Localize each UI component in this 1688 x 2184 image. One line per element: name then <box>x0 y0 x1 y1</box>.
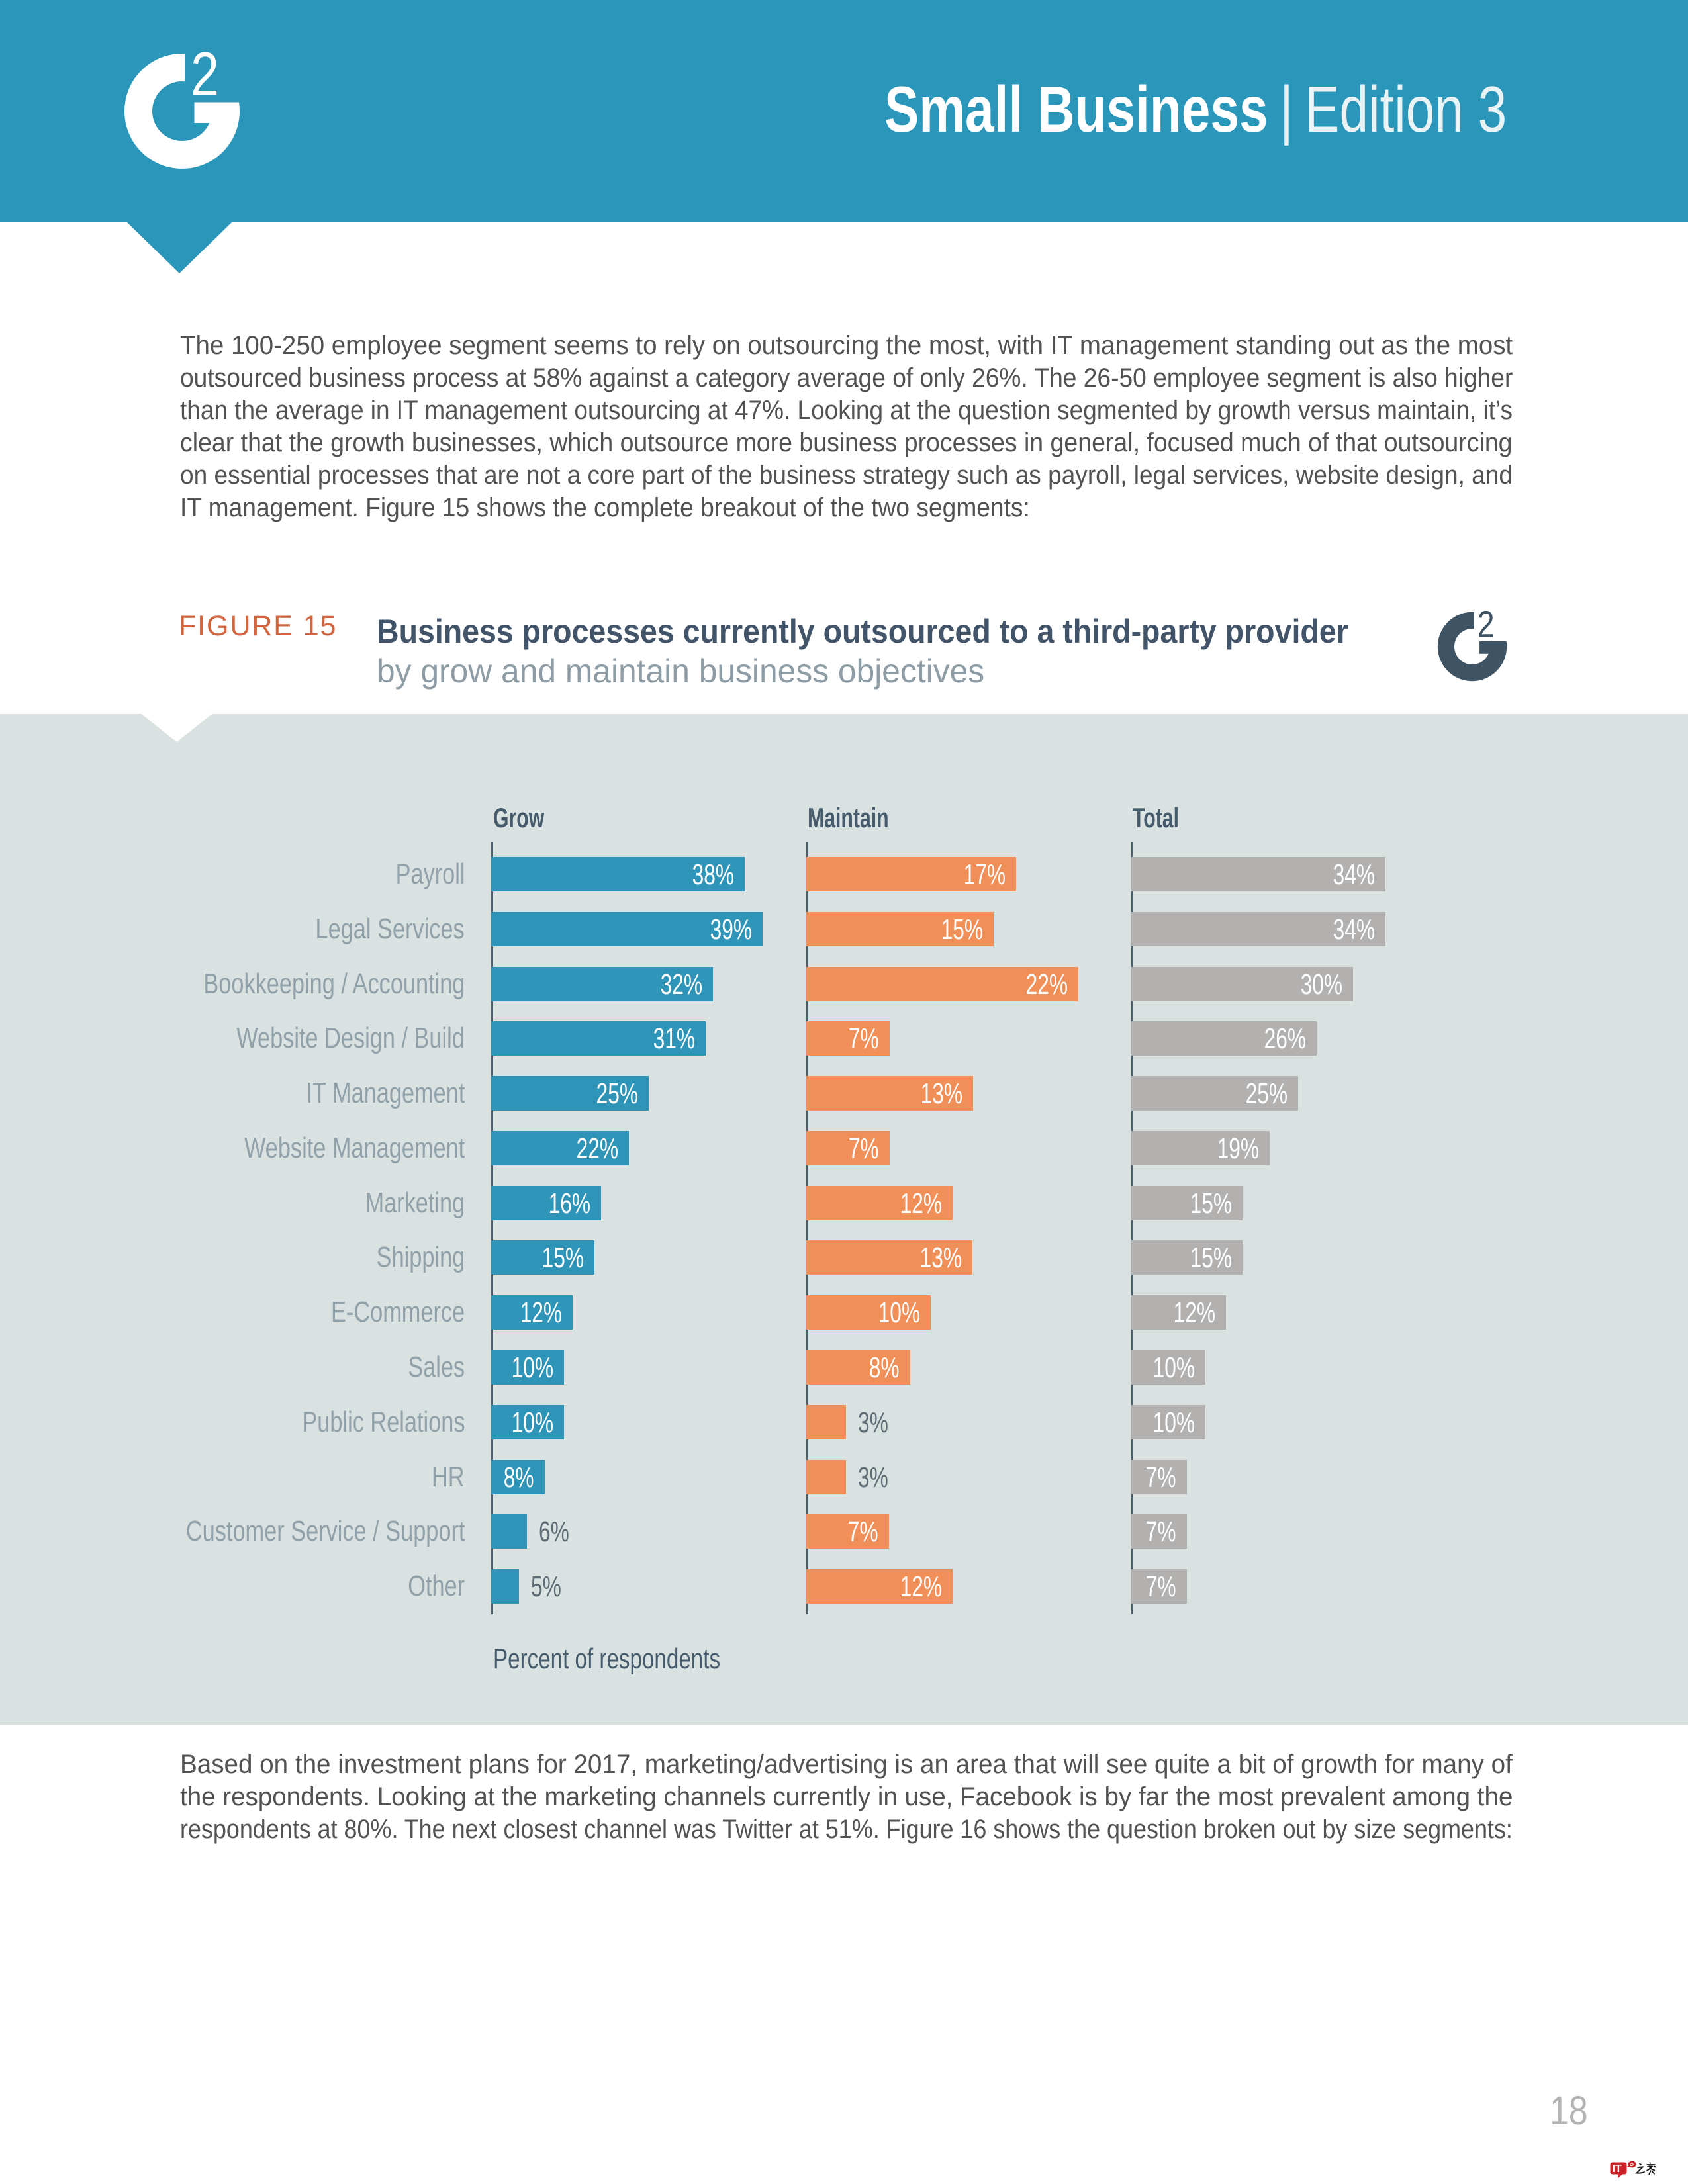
svg-text:IT: IT <box>1613 2163 1622 2175</box>
svg-text:2: 2 <box>1477 611 1495 645</box>
svg-text:2: 2 <box>191 52 219 109</box>
